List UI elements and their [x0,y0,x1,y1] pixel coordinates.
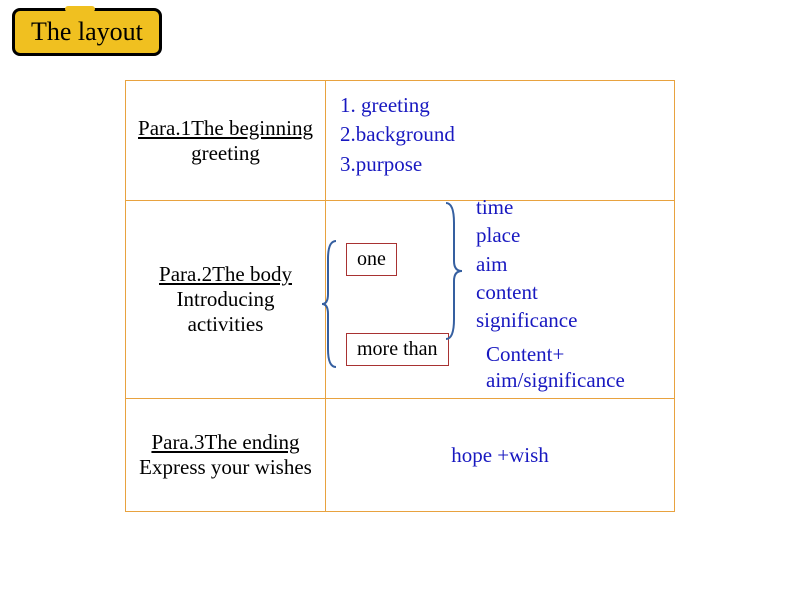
row2-list: time place aim content significance [476,193,577,335]
row2-right: one more than time place aim content sig… [326,201,674,398]
row1-right: 1. greeting 2.background 3.purpose [326,81,674,200]
row2-bottom: Content+ aim/significance [486,341,625,394]
row3-left: Para.3The ending Express your wishes [126,399,326,511]
row2-list-content: content [476,278,577,306]
title-box: The layout [12,8,162,56]
row2-bottom1: Content+ [486,341,625,367]
title-text: The layout [31,17,143,46]
row2-heading: Para.2The body [159,262,292,287]
box-one-text: one [357,248,386,270]
row1-sub: greeting [191,141,260,166]
brace-left-icon [322,239,340,369]
row2-list-place: place [476,221,577,249]
brace-right-icon [442,201,462,341]
row-ending: Para.3The ending Express your wishes hop… [126,399,674,511]
row-body: Para.2The body Introducing activities on… [126,201,674,399]
row2-list-significance: significance [476,306,577,334]
row3-sub: Express your wishes [139,455,312,480]
row3-right: hope +wish [326,399,674,511]
box-one: one [346,243,397,276]
row2-left: Para.2The body Introducing activities [126,201,326,398]
row2-bottom2: aim/significance [486,367,625,393]
layout-table: Para.1The beginning greeting 1. greeting… [125,80,675,512]
row1-item2: 2.background [340,120,660,149]
row1-item1: 1. greeting [340,91,660,120]
row1-item3: 3.purpose [340,150,660,179]
row3-heading: Para.3The ending [151,430,299,455]
box-more-text: more than [357,338,438,360]
row3-text: hope +wish [451,443,549,468]
row2-sub: Introducing activities [136,287,315,337]
row1-left: Para.1The beginning greeting [126,81,326,200]
box-more: more than [346,333,449,366]
row1-heading: Para.1The beginning [138,116,313,141]
row-beginning: Para.1The beginning greeting 1. greeting… [126,81,674,201]
row2-list-aim: aim [476,250,577,278]
row2-list-time: time [476,193,577,221]
